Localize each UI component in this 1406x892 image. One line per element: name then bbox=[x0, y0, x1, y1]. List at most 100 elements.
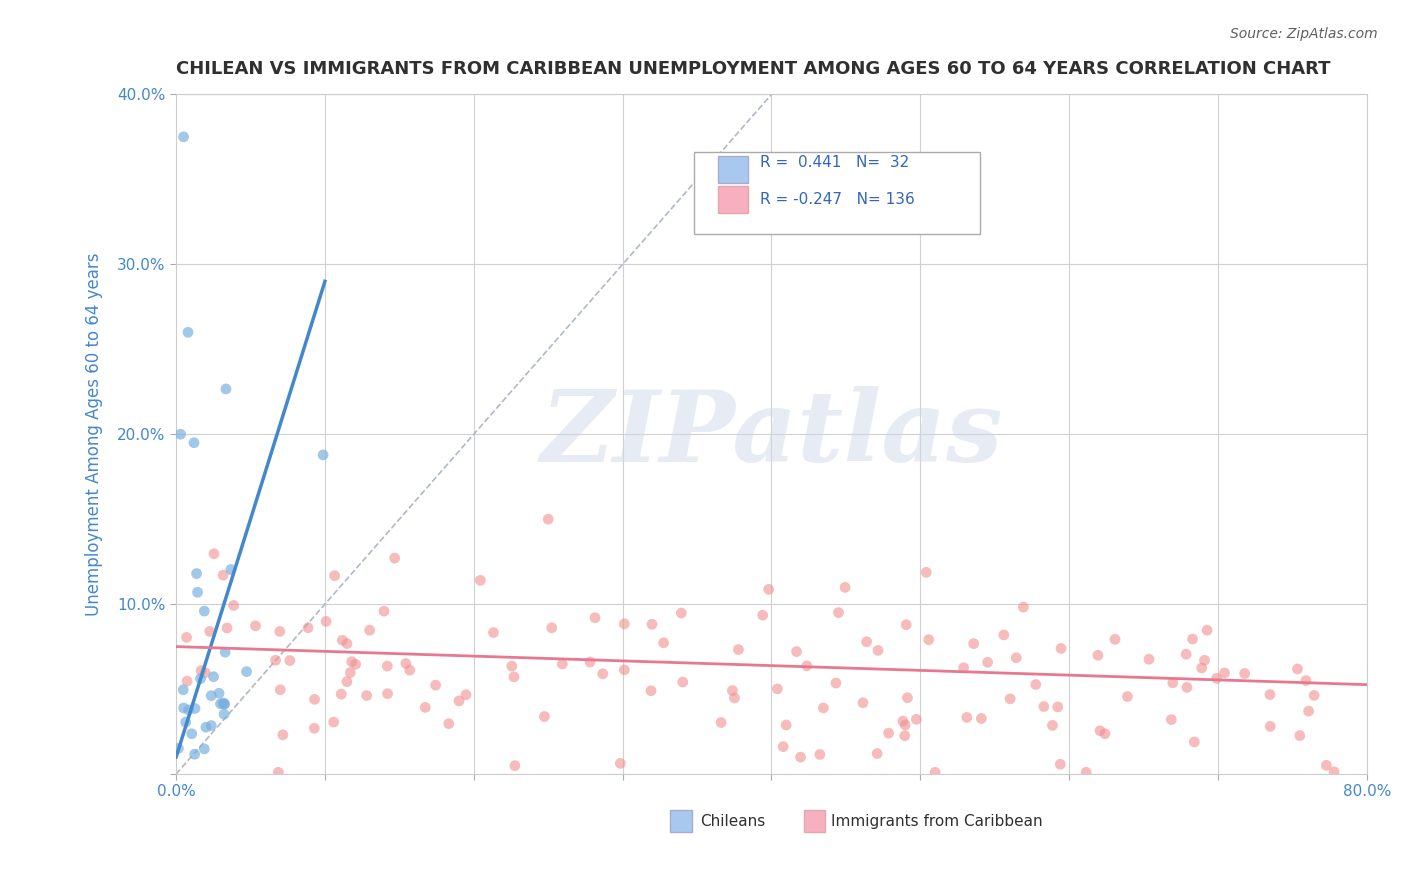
Point bbox=[184, 701, 207, 715]
Point bbox=[609, 756, 631, 771]
Point bbox=[1049, 757, 1071, 772]
Point bbox=[200, 689, 222, 703]
Point bbox=[336, 636, 359, 650]
Point bbox=[1191, 661, 1213, 675]
Point bbox=[183, 435, 205, 450]
Point bbox=[789, 750, 811, 764]
Point bbox=[278, 654, 301, 668]
Point bbox=[193, 742, 215, 756]
Point bbox=[245, 619, 267, 633]
Point bbox=[583, 611, 606, 625]
Point bbox=[190, 664, 212, 678]
Point bbox=[269, 682, 291, 697]
Point bbox=[877, 726, 900, 740]
Point bbox=[834, 581, 856, 595]
Point bbox=[1303, 689, 1326, 703]
Point bbox=[222, 599, 245, 613]
Point bbox=[924, 765, 946, 780]
Point bbox=[592, 666, 614, 681]
Point bbox=[1087, 648, 1109, 663]
Point bbox=[775, 718, 797, 732]
Point bbox=[1094, 727, 1116, 741]
Point bbox=[905, 712, 928, 726]
Point bbox=[177, 703, 200, 717]
Point bbox=[894, 718, 917, 732]
Point bbox=[1137, 652, 1160, 666]
Point bbox=[413, 700, 436, 714]
Point bbox=[359, 623, 381, 637]
Point bbox=[1181, 632, 1204, 646]
Point bbox=[1197, 624, 1219, 638]
Point bbox=[172, 682, 194, 697]
Point bbox=[1295, 673, 1317, 688]
Point bbox=[710, 715, 733, 730]
Point bbox=[304, 721, 326, 735]
Point bbox=[202, 670, 225, 684]
Point bbox=[169, 427, 191, 442]
Point bbox=[356, 689, 378, 703]
FancyBboxPatch shape bbox=[804, 810, 825, 831]
Point bbox=[1042, 718, 1064, 732]
Point bbox=[915, 566, 938, 580]
FancyBboxPatch shape bbox=[718, 155, 748, 183]
FancyBboxPatch shape bbox=[695, 153, 980, 234]
Point bbox=[398, 663, 420, 677]
Point bbox=[214, 697, 236, 711]
Point bbox=[297, 621, 319, 635]
Point bbox=[827, 606, 849, 620]
Point bbox=[1005, 650, 1028, 665]
Point bbox=[1213, 665, 1236, 680]
Text: Source: ZipAtlas.com: Source: ZipAtlas.com bbox=[1230, 27, 1378, 41]
Text: R = -0.247   N= 136: R = -0.247 N= 136 bbox=[759, 193, 914, 207]
Point bbox=[963, 637, 986, 651]
Point bbox=[167, 741, 190, 756]
Point bbox=[215, 382, 238, 396]
Point bbox=[766, 681, 789, 696]
Point bbox=[339, 665, 361, 680]
Point bbox=[551, 657, 574, 671]
Point bbox=[918, 632, 941, 647]
Point bbox=[894, 729, 917, 743]
Text: CHILEAN VS IMMIGRANTS FROM CARIBBEAN UNEMPLOYMENT AMONG AGES 60 TO 64 YEARS CORR: CHILEAN VS IMMIGRANTS FROM CARIBBEAN UNE… bbox=[176, 60, 1330, 78]
Point bbox=[808, 747, 831, 762]
Point bbox=[315, 615, 337, 629]
Point bbox=[613, 663, 636, 677]
Point bbox=[264, 653, 287, 667]
Point bbox=[1050, 641, 1073, 656]
Point bbox=[194, 665, 217, 680]
Point bbox=[1205, 671, 1227, 685]
Point bbox=[454, 688, 477, 702]
Point bbox=[373, 604, 395, 618]
Point bbox=[1076, 765, 1098, 780]
Point bbox=[304, 692, 326, 706]
Point bbox=[540, 621, 562, 635]
Point bbox=[952, 661, 974, 675]
Text: R =  0.441   N=  32: R = 0.441 N= 32 bbox=[759, 155, 908, 169]
Point bbox=[330, 687, 353, 701]
Point bbox=[187, 585, 209, 599]
Point bbox=[501, 659, 523, 673]
Point bbox=[340, 655, 363, 669]
Text: Chileans: Chileans bbox=[700, 814, 765, 829]
Point bbox=[727, 642, 749, 657]
Point bbox=[1175, 647, 1198, 661]
Point bbox=[852, 696, 875, 710]
Point bbox=[190, 672, 212, 686]
Point bbox=[998, 691, 1021, 706]
Point bbox=[200, 718, 222, 732]
Point bbox=[176, 631, 198, 645]
Point bbox=[1258, 719, 1281, 733]
Point bbox=[194, 720, 217, 734]
Point bbox=[1315, 758, 1337, 772]
Point bbox=[384, 551, 406, 566]
Point bbox=[183, 747, 205, 762]
Point bbox=[202, 547, 225, 561]
Point bbox=[1161, 675, 1184, 690]
Point bbox=[1194, 653, 1216, 667]
Point bbox=[193, 604, 215, 618]
Point bbox=[772, 739, 794, 754]
Point bbox=[212, 568, 235, 582]
Point bbox=[214, 645, 236, 659]
Point bbox=[1258, 688, 1281, 702]
Point bbox=[993, 628, 1015, 642]
